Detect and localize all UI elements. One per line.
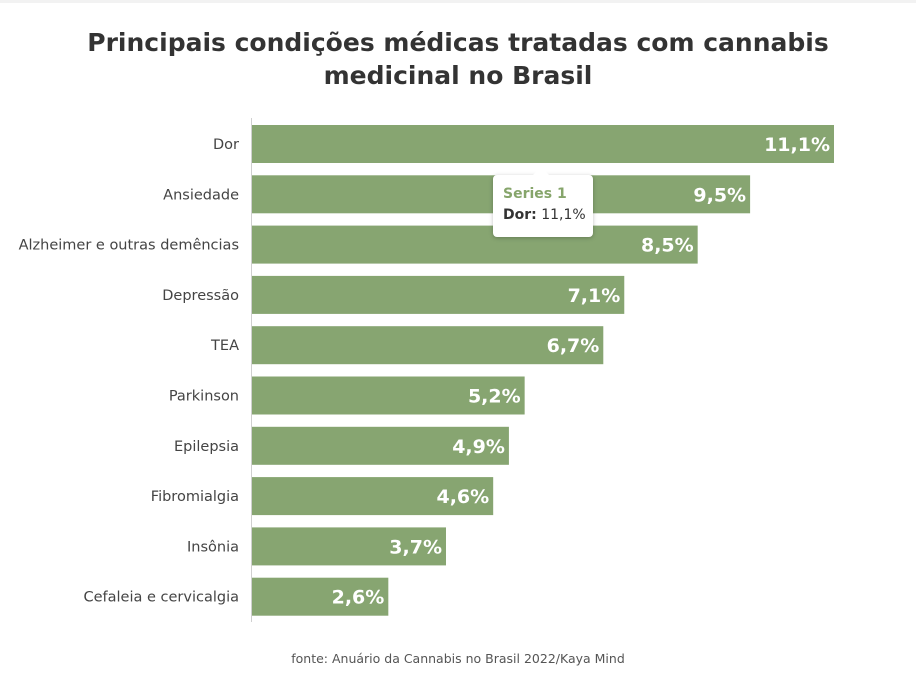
bar[interactable] xyxy=(252,477,494,516)
data-label: 7,1% xyxy=(568,285,621,307)
category-label: Epilepsia xyxy=(174,439,239,455)
data-label: 6,7% xyxy=(547,335,600,357)
data-label: 4,9% xyxy=(452,436,505,458)
bar[interactable] xyxy=(252,426,509,465)
category-label: Insônia xyxy=(187,539,239,555)
category-label: Cefaleia e cervicalgia xyxy=(83,590,239,606)
category-label: Dor xyxy=(213,137,239,153)
data-label: 8,5% xyxy=(641,235,694,257)
bar[interactable] xyxy=(252,326,604,365)
bar[interactable] xyxy=(252,275,625,314)
chart-tooltip: Series 1 Dor: 11,1% xyxy=(493,167,593,237)
bar[interactable] xyxy=(252,225,698,264)
tooltip-category: Dor: xyxy=(503,207,537,223)
data-label: 5,2% xyxy=(468,386,521,408)
tooltip-series-name: Series 1 xyxy=(503,186,567,202)
category-label: Depressão xyxy=(162,288,239,304)
bar[interactable] xyxy=(252,577,389,616)
tooltip-arrow xyxy=(533,167,549,175)
top-border xyxy=(0,0,916,3)
category-label: Alzheimer e outras demências xyxy=(19,238,239,254)
data-label: 9,5% xyxy=(693,184,746,206)
bar[interactable] xyxy=(252,376,525,415)
category-label: Parkinson xyxy=(169,389,239,405)
chart-source: fonte: Anuário da Cannabis no Brasil 202… xyxy=(291,651,625,666)
category-label: Fibromialgia xyxy=(151,489,239,505)
chart-title: Principais condições médicas tratadas co… xyxy=(87,28,829,90)
data-label: 2,6% xyxy=(332,587,385,609)
tooltip-value: 11,1% xyxy=(541,207,586,223)
category-label: Ansiedade xyxy=(163,187,239,203)
data-label: 11,1% xyxy=(764,134,830,156)
category-label: TEA xyxy=(210,338,239,354)
data-label: 4,6% xyxy=(436,486,489,508)
bar[interactable] xyxy=(252,527,446,566)
data-label: 3,7% xyxy=(389,536,442,558)
bar[interactable] xyxy=(252,125,834,163)
